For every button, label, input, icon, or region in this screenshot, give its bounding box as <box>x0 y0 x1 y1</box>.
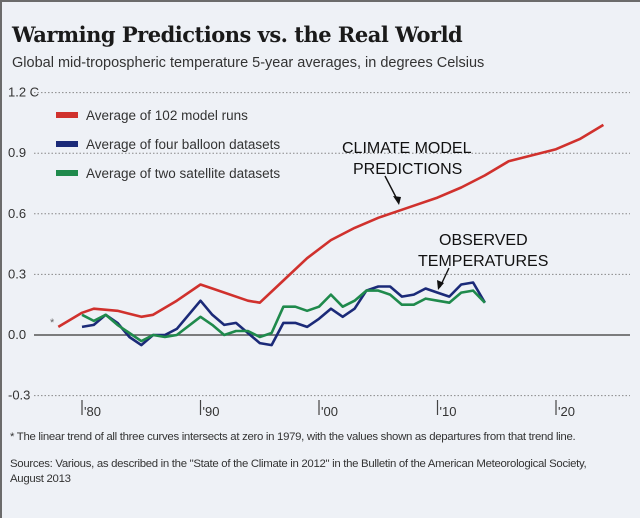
x-tick-label: '20 <box>558 404 575 419</box>
chart-title: Warming Predictions vs. the Real World <box>12 22 463 47</box>
annotations: * CLIMATE MODEL PREDICTIONS OBSERVED TEMPERA… <box>50 140 548 329</box>
annotation-observed-line1: OBSERVED <box>439 232 528 249</box>
legend-label: Average of two satellite datasets <box>86 166 280 181</box>
arrowhead-icon <box>393 196 401 205</box>
y-tick-label: -0.3 <box>8 388 30 403</box>
x-tick-label: '00 <box>321 404 338 419</box>
gridlines <box>34 92 630 397</box>
chart-subtitle: Global mid-tropospheric temperature 5-ye… <box>12 55 485 71</box>
x-tick-label: '80 <box>84 404 101 419</box>
annotation-model-line2: PREDICTIONS <box>353 161 462 178</box>
sources-note: Sources: Various, as described in the "S… <box>10 458 587 485</box>
series-lines <box>57 123 605 347</box>
x-tick-label: '90 <box>203 404 220 419</box>
legend-label: Average of four balloon datasets <box>86 137 280 152</box>
arrowhead-icon <box>437 280 444 290</box>
legend-label: Average of 102 model runs <box>86 108 248 123</box>
x-tick-label: '10 <box>440 404 457 419</box>
series-line-3 <box>81 289 486 343</box>
y-tick-label: 0.3 <box>8 266 26 281</box>
y-tick-label: 1.2 C <box>8 85 39 100</box>
footnote: * The linear trend of all three curves i… <box>10 431 576 443</box>
y-tick-label: 0.6 <box>8 206 26 221</box>
asterisk-marker: * <box>50 317 55 329</box>
y-tick-label: 0.0 <box>8 327 26 342</box>
legend-swatch <box>56 141 78 147</box>
x-axis: '80 '90 '00 '10 '20 <box>81 400 575 419</box>
legend-swatch <box>56 112 78 118</box>
annotation-model-line1: CLIMATE MODEL <box>342 140 472 157</box>
series-line-1 <box>57 123 605 329</box>
series-line-2 <box>81 281 487 347</box>
legend: Average of 102 model runs Average of four… <box>56 108 280 181</box>
y-tick-label: 0.9 <box>8 145 26 160</box>
legend-swatch <box>56 170 78 176</box>
annotation-observed-line2: TEMPERATURES <box>418 253 548 270</box>
y-axis: 1.2 C 0.9 0.6 0.3 0.0 -0.3 <box>8 85 39 403</box>
